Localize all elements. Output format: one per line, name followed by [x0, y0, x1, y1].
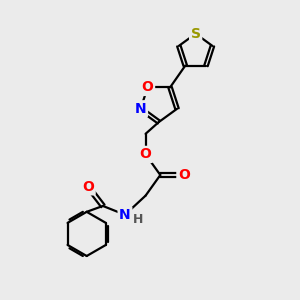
Text: S: S: [190, 27, 201, 41]
Text: O: O: [82, 180, 94, 194]
Text: O: O: [140, 147, 152, 161]
Text: H: H: [133, 213, 143, 226]
Text: N: N: [135, 102, 146, 116]
Text: O: O: [142, 80, 154, 94]
Text: N: N: [119, 208, 131, 222]
Text: O: O: [178, 168, 190, 182]
